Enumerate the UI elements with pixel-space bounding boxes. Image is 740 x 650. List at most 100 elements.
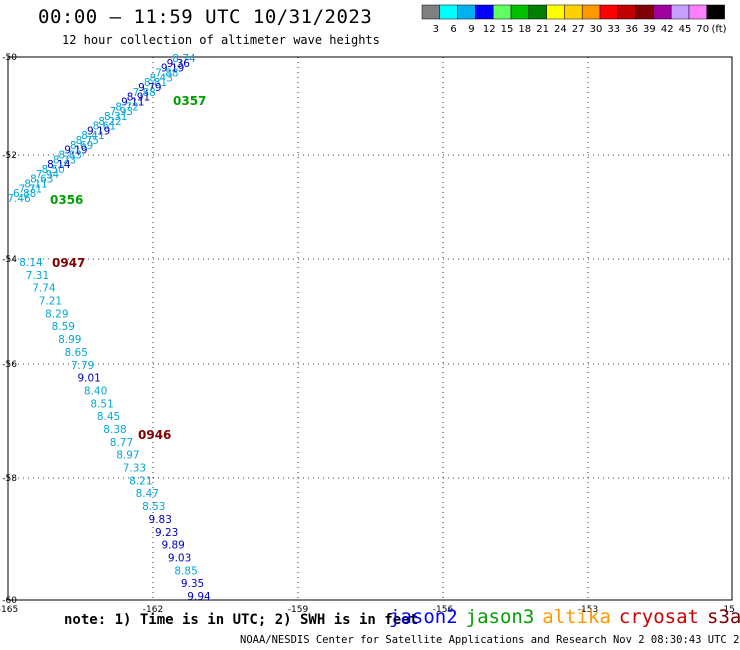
wave-height-label: 8.11 xyxy=(24,179,47,191)
wave-height-label: 9.11 xyxy=(121,96,144,108)
wave-height-label: 9.19 xyxy=(64,145,87,157)
sat-cryosat: cryosat xyxy=(618,606,699,628)
legend-label: 3 xyxy=(433,24,439,35)
wave-height-label: 8.51 xyxy=(90,398,113,410)
wave-height-label: 7.74 xyxy=(32,283,56,295)
legend-label: 18 xyxy=(518,24,531,35)
wave-height-label: 8.22 xyxy=(98,116,121,128)
legend-swatch xyxy=(617,4,636,20)
legend-swatch xyxy=(688,4,708,20)
wave-height-label: 8.47 xyxy=(136,488,159,500)
wave-height-label: 7.88 xyxy=(132,87,155,99)
lon-tick-label: -165 xyxy=(0,605,18,615)
wave-height-label: 8.99 xyxy=(58,334,81,346)
wave-height-label: 7.31 xyxy=(26,270,49,282)
wave-height-label: 8.83 xyxy=(59,150,82,162)
wave-height-label: 8.29 xyxy=(45,308,68,320)
legend-label: 30 xyxy=(590,24,603,35)
legend-unit: (ft) xyxy=(712,24,727,35)
wave-height-label: 6.88 xyxy=(13,188,36,200)
page-subtitle: 12 hour collection of altimeter wave hei… xyxy=(62,33,380,47)
wave-height-label: 8.45 xyxy=(97,411,120,423)
wave-height-label: 8.69 xyxy=(70,140,93,152)
wave-height-label: 8.61 xyxy=(93,121,116,133)
sat-altika: altika xyxy=(542,606,611,628)
wave-height-label: 8.41 xyxy=(81,130,104,142)
page-title: 00:00 – 11:59 UTC 10/31/2023 xyxy=(38,6,373,28)
legend-swatch xyxy=(457,4,476,20)
wave-height-label: 8.38 xyxy=(103,424,126,436)
legend-label: 45 xyxy=(679,24,692,35)
legend-swatch xyxy=(546,4,565,20)
footer-note: note: 1) Time is in UTC; 2) SWH is in fe… xyxy=(64,612,419,628)
legend-swatch xyxy=(564,4,583,20)
legend-swatch xyxy=(670,4,690,20)
wave-height-label: 9.35 xyxy=(181,578,204,590)
map-grid: -50 -52 -54 -56 -58 -60-165 -162 -159 -156 -153 -1… xyxy=(0,53,735,615)
wave-height-label: 8.81 xyxy=(144,77,167,89)
wave-height-label: 8.85 xyxy=(174,565,197,577)
wave-height-label: 9.03 xyxy=(168,552,191,564)
lat-tick-label: -54 xyxy=(2,255,17,265)
lat-tick-label: -58 xyxy=(2,474,17,484)
legend-label: 33 xyxy=(607,24,620,35)
wave-height-label: 9.89 xyxy=(161,540,184,552)
wave-height-label: 8.91 xyxy=(127,92,150,104)
time-label: 0946 xyxy=(138,428,171,442)
legend-swatch xyxy=(439,4,458,20)
wave-height-label: 8.40 xyxy=(84,385,107,397)
sat-jason2: jason2 xyxy=(389,606,458,628)
map-frame xyxy=(7,56,733,601)
legend-label: 27 xyxy=(572,24,585,35)
wave-height-label: 8.63 xyxy=(30,174,53,186)
lat-tick-label: -60 xyxy=(2,596,17,606)
wave-height-label: 8.53 xyxy=(142,501,165,513)
legend-label: 15 xyxy=(501,24,514,35)
wave-height-label: 8.14 xyxy=(19,257,43,269)
wave-height-label: 9.01 xyxy=(77,373,100,385)
legend-label: 39 xyxy=(643,24,656,35)
legend-swatch xyxy=(635,4,654,20)
lat-tick-label: -56 xyxy=(2,360,17,370)
wave-height-label: 8.65 xyxy=(65,347,88,359)
legend-swatch xyxy=(492,4,512,20)
lon-tick-label: -153 xyxy=(578,605,598,615)
sat-s3a: s3a xyxy=(707,606,740,628)
wave-height-label: 8.23 xyxy=(53,154,76,166)
lon-tick-label: -15 xyxy=(720,605,735,615)
wave-height-label: 8.43 xyxy=(150,72,173,84)
wave-height-label: 9.23 xyxy=(155,527,178,539)
lon-tick-label: -162 xyxy=(143,605,163,615)
wave-height-label: 8.59 xyxy=(52,321,75,333)
wave-height-label: 7.71 xyxy=(19,183,42,195)
time-label: 0357 xyxy=(173,94,206,108)
time-label: 0947 xyxy=(52,256,85,270)
sat-jason3: jason3 xyxy=(465,606,535,628)
wave-height-label: 9.79 xyxy=(138,82,161,94)
legend-swatch xyxy=(475,4,494,20)
lon-tick-label: -156 xyxy=(433,605,454,615)
legend-swatch xyxy=(599,4,619,20)
legend-label: 6 xyxy=(450,24,456,35)
wave-height-label: 8.14 xyxy=(47,159,71,171)
wave-height-label: 8.75 xyxy=(76,135,99,147)
wave-height-label: 7.21 xyxy=(39,296,62,308)
lon-tick-label: -159 xyxy=(288,605,309,615)
lat-tick-label: -52 xyxy=(2,151,17,161)
lat-tick-label: -50 xyxy=(2,53,17,63)
time-label: 0356 xyxy=(50,193,83,207)
wave-height-label: 7.79 xyxy=(71,360,94,372)
wave-height-label: 7.94 xyxy=(36,169,60,181)
wave-height-label: 7.88 xyxy=(155,67,178,79)
wave-height-label: 8.50 xyxy=(41,164,64,176)
wave-height-label: 9.36 xyxy=(167,58,191,70)
wave-height-label: 8.72 xyxy=(115,101,138,113)
legend-swatch xyxy=(421,4,441,20)
color-legend: 3 6 9 12 15 18 21 24 27 30 33 36 39 42 45 70 (ft) xyxy=(421,4,727,35)
wave-height-label: 7.46 xyxy=(7,193,31,205)
legend-label: 9 xyxy=(468,24,474,35)
legend-label: 12 xyxy=(483,24,496,35)
legend-swatch xyxy=(653,4,672,20)
credit-line: NOAA/NESDIS Center for Satellite Applica… xyxy=(240,634,740,646)
